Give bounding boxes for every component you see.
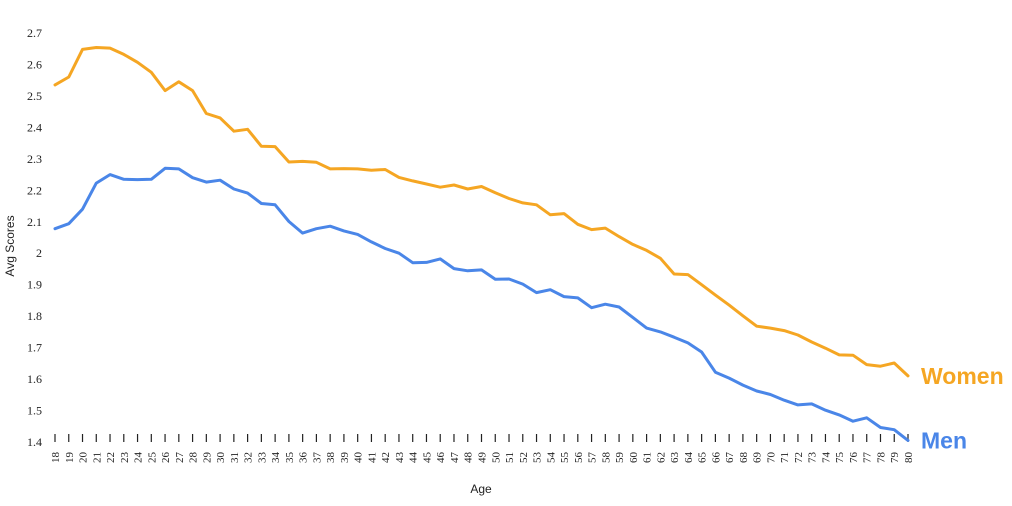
x-tick-label: 36: [298, 452, 310, 464]
x-tick-label: 45: [421, 452, 433, 464]
x-tick-label: 47: [449, 452, 461, 464]
x-tick-label: 73: [807, 452, 819, 464]
series-line-men: [53, 166, 910, 442]
series-labels: Women Men: [921, 363, 1004, 453]
x-tick-label: 75: [834, 452, 846, 464]
y-tick-label: 2.1: [27, 215, 42, 229]
x-tick-label: 50: [490, 452, 502, 464]
x-tick-label: 38: [325, 452, 337, 464]
x-axis: 18 19 20 21 22 23 24 25 26 27 28 29 30 31 32 33 34 35 36 37…: [50, 434, 915, 463]
x-tick-label: 22: [105, 452, 117, 463]
x-tick-label: 27: [174, 452, 186, 464]
y-tick-label: 1.6: [27, 372, 42, 386]
y-tick-label: 2.3: [27, 152, 42, 166]
x-tick-label: 61: [642, 452, 654, 463]
x-tick-label: 41: [366, 452, 378, 463]
x-tick-label: 80: [903, 452, 915, 464]
x-axis-title: Age: [470, 482, 492, 496]
x-tick-label: 35: [284, 452, 296, 464]
y-tick-label: 1.5: [27, 404, 42, 418]
x-tick-label: 39: [339, 452, 351, 464]
x-tick-label: 76: [848, 452, 860, 464]
x-tick-label: 62: [655, 452, 667, 463]
x-tick-label: 64: [683, 452, 695, 464]
x-tick-label: 26: [160, 452, 172, 464]
x-tick-label: 60: [628, 452, 640, 464]
x-tick-label: 20: [78, 452, 90, 464]
y-tick-label: 2.7: [27, 26, 42, 40]
x-tick-label: 55: [559, 452, 571, 464]
x-tick-label: 33: [256, 452, 268, 464]
x-tick-label: 30: [215, 452, 227, 464]
x-tick-label: 43: [394, 452, 406, 464]
x-tick-label: 23: [119, 452, 131, 464]
y-tick-label: 2.5: [27, 89, 42, 103]
y-tick-label: 1.9: [27, 278, 42, 292]
y-tick-label: 2.6: [27, 57, 42, 71]
y-tick-label: 2: [36, 246, 42, 260]
x-tick-label: 24: [133, 452, 145, 464]
x-tick-label: 77: [862, 452, 874, 464]
x-tick-label: 18: [50, 452, 62, 464]
series-lines: [53, 46, 910, 442]
x-tick-label: 32: [243, 452, 255, 463]
y-tick-label: 1.4: [27, 435, 42, 449]
x-tick-label: 40: [353, 452, 365, 464]
x-tick-label: 37: [311, 452, 323, 464]
series-line-women: [53, 46, 910, 378]
y-axis-title: Avg Scores: [3, 215, 17, 276]
x-tick-label: 46: [435, 452, 447, 464]
series-label-men: Men: [921, 427, 967, 453]
x-tick-label: 66: [710, 452, 722, 464]
x-tick-label: 28: [188, 452, 200, 464]
x-tick-label: 29: [201, 452, 213, 464]
x-tick-label: 31: [229, 452, 241, 463]
x-tick-label: 54: [545, 452, 557, 464]
x-tick-label: 68: [738, 452, 750, 464]
x-tick-label: 57: [587, 452, 599, 464]
x-tick-label: 44: [408, 452, 420, 464]
x-tick-label: 19: [64, 452, 76, 464]
x-tick-label: 42: [380, 452, 392, 463]
x-tick-label: 56: [573, 452, 585, 464]
x-tick-label: 69: [752, 452, 764, 464]
x-tick-label: 52: [518, 452, 530, 463]
x-tick-label: 34: [270, 452, 282, 464]
x-tick-label: 25: [146, 452, 158, 464]
x-tick-label: 51: [504, 452, 516, 463]
series-label-women: Women: [921, 363, 1004, 389]
x-tick-label: 49: [477, 452, 489, 464]
x-tick-label: 21: [91, 452, 103, 463]
y-tick-label: 2.4: [27, 120, 42, 134]
x-tick-label: 53: [532, 452, 544, 464]
x-tick-label: 74: [820, 452, 832, 464]
x-tick-label: 48: [463, 452, 475, 464]
y-tick-label: 1.7: [27, 341, 42, 355]
y-axis: 1.4 1.5 1.6 1.7 1.8 1.9 2 2.1 2.2 2.3 2.4 2.5 2.6 2.7: [27, 26, 42, 449]
x-tick-label: 78: [875, 452, 887, 464]
x-tick-label: 79: [889, 452, 901, 464]
x-tick-label: 59: [614, 452, 626, 464]
x-tick-label: 67: [724, 452, 736, 464]
y-tick-label: 1.8: [27, 309, 42, 323]
x-tick-label: 70: [765, 452, 777, 464]
x-tick-label: 72: [793, 452, 805, 463]
x-tick-label: 71: [779, 452, 791, 463]
x-tick-label: 65: [697, 452, 709, 464]
y-tick-label: 2.2: [27, 183, 42, 197]
x-tick-label: 63: [669, 452, 681, 464]
x-tick-label: 58: [600, 452, 612, 464]
